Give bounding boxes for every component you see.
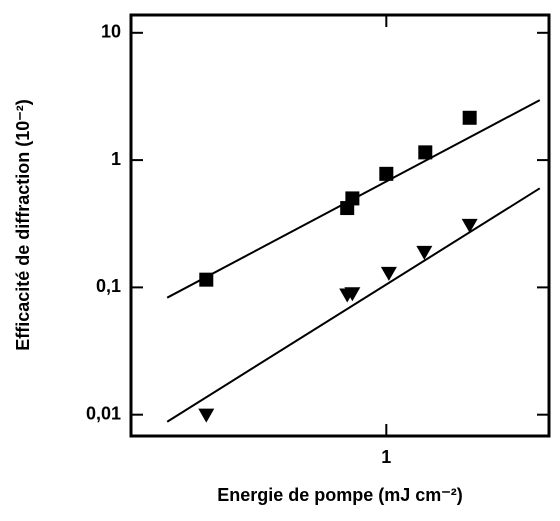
triangle-marker: [416, 245, 433, 260]
triangle-marker: [198, 408, 215, 423]
y-tick-label: 1: [111, 149, 121, 169]
square-marker: [462, 110, 477, 125]
triangle-marker: [344, 287, 361, 302]
y-tick-label: 0,01: [86, 403, 121, 423]
plot-frame: [129, 13, 551, 438]
x-tick-label: 1: [381, 447, 391, 467]
square-marker: [379, 166, 394, 181]
square-marker: [345, 191, 360, 206]
x-axis-label: Energie de pompe (mJ cm⁻²): [217, 485, 463, 505]
fit-line: [166, 187, 541, 423]
y-tick-label: 0,1: [96, 276, 121, 296]
square-marker: [199, 272, 214, 287]
square-marker: [418, 145, 433, 160]
triangle-marker: [461, 218, 478, 233]
y-tick-label: 10: [101, 22, 121, 42]
y-axis-label: Efficacité de diffraction (10⁻²): [13, 99, 33, 351]
triangle-marker: [380, 266, 397, 281]
